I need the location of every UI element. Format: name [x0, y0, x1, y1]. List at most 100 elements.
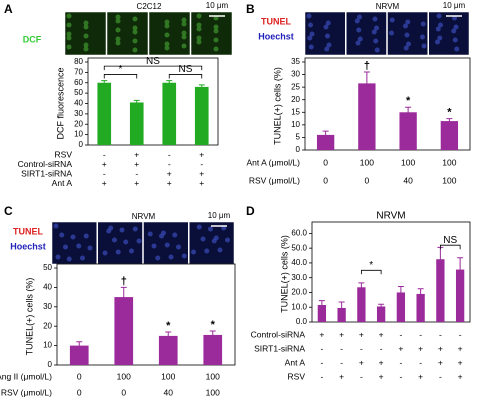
condition-value: +: [167, 168, 172, 178]
condition-label: RSV: [55, 149, 73, 159]
micrograph-cell: [357, 14, 362, 20]
y-tick-label: 50: [43, 263, 52, 272]
error-bar: [76, 341, 83, 350]
error-bar: [322, 130, 329, 140]
y-tick-label: 10: [291, 120, 300, 129]
bar: [158, 335, 178, 365]
micrograph: [106, 11, 149, 56]
image-title: NRVM: [132, 212, 156, 221]
micrograph-cell: [309, 31, 315, 37]
condition-label: SIRT1-siRNA: [21, 168, 72, 178]
image-label: Hoechst: [10, 241, 46, 251]
error-bar: [166, 80, 173, 86]
condition-value: +: [167, 178, 172, 188]
bracket-label: *: [369, 260, 373, 271]
micrograph-cell: [307, 35, 313, 41]
error-bar: [358, 282, 365, 293]
condition-value: -: [419, 357, 422, 367]
micrograph-cell: [66, 13, 72, 19]
micrograph-cell: [420, 21, 426, 27]
y-tick-label: 60.0: [291, 228, 307, 237]
panel-letter: D: [246, 204, 255, 218]
micrograph-cell: [115, 18, 121, 24]
y-tick-label: 50.0: [291, 243, 307, 252]
micrograph-cell: [83, 24, 89, 30]
micrograph-cell: [66, 35, 72, 41]
scale-bar-label: 10 μm: [208, 211, 231, 220]
condition-value: +: [359, 357, 364, 367]
condition-value: +: [438, 343, 443, 353]
error-bar: [318, 300, 325, 310]
micrograph-cell: [420, 34, 425, 40]
micrograph: [346, 11, 387, 56]
y-tick-label: 30: [291, 70, 300, 79]
plot-frame: [87, 57, 219, 146]
micrograph-cell: [196, 22, 202, 28]
micrograph-cell: [454, 46, 460, 52]
y-tick-label: 10: [43, 341, 52, 350]
y-tick-label: 5: [296, 133, 301, 142]
condition-value: 40: [403, 175, 413, 185]
y-tick-label: 60: [74, 78, 83, 87]
condition-value: -: [135, 168, 138, 178]
condition-value: +: [438, 357, 443, 367]
y-tick-label: 25: [291, 82, 300, 91]
bar: [440, 121, 459, 150]
bracket: [103, 65, 203, 71]
micrograph-cell: [435, 26, 441, 32]
micrograph-cell: [87, 245, 93, 251]
condition-value: -: [320, 357, 323, 367]
micrograph-cell: [132, 25, 138, 31]
bar: [358, 83, 376, 150]
condition-value: +: [458, 357, 463, 367]
micrograph-cell: [161, 230, 166, 236]
condition-value: -: [360, 371, 363, 381]
y-tick-label: 40.0: [291, 258, 307, 267]
plot-frame: [56, 263, 236, 366]
condition-label: Control-siRNA: [251, 329, 306, 339]
micrograph-cell: [371, 29, 377, 35]
condition-value: -: [168, 149, 171, 159]
image-title: C2C12: [137, 2, 162, 11]
condition-value: -: [340, 343, 343, 353]
condition-value: +: [418, 343, 423, 353]
condition-value: +: [398, 343, 403, 353]
y-tick-label: 80: [74, 57, 83, 66]
condition-label: Control-siRNA: [18, 159, 73, 169]
condition-value: +: [339, 371, 344, 381]
error-bar: [397, 286, 404, 299]
y-tick-label: 35: [291, 57, 300, 66]
condition-value: 100: [401, 157, 415, 167]
micrograph-cell: [354, 18, 360, 24]
bar: [114, 297, 134, 365]
y-tick-label: 30: [43, 302, 52, 311]
significance-marker: †: [364, 60, 370, 72]
error-bar: [457, 257, 464, 282]
scale-bar-label: 10 μm: [206, 1, 229, 10]
condition-value: 100: [161, 371, 175, 381]
condition-label: Ant A: [285, 357, 306, 367]
condition-value: 100: [117, 371, 131, 381]
micrograph-cell: [326, 42, 332, 48]
condition-value: -: [103, 149, 106, 159]
micrograph-cell: [389, 17, 395, 23]
micrograph-cell: [66, 22, 72, 28]
bar: [376, 306, 386, 322]
condition-value: +: [134, 159, 139, 169]
micrograph-cell: [308, 22, 313, 28]
micrograph-cell: [357, 36, 363, 42]
micrograph-cell: [151, 243, 157, 249]
micrograph-cell: [452, 37, 458, 43]
micrograph-cell: [196, 35, 202, 41]
micrograph-cell: [70, 234, 76, 240]
condition-value: +: [379, 329, 384, 339]
condition-label: Ant A: [52, 178, 73, 188]
condition-value: 100: [206, 387, 220, 397]
micrograph-cell: [136, 238, 142, 244]
condition-value: +: [199, 149, 204, 159]
bracket-label: NS: [443, 235, 457, 246]
error-bar: [338, 301, 345, 315]
micrograph-cell: [115, 40, 121, 46]
micrograph-cell: [325, 20, 331, 26]
